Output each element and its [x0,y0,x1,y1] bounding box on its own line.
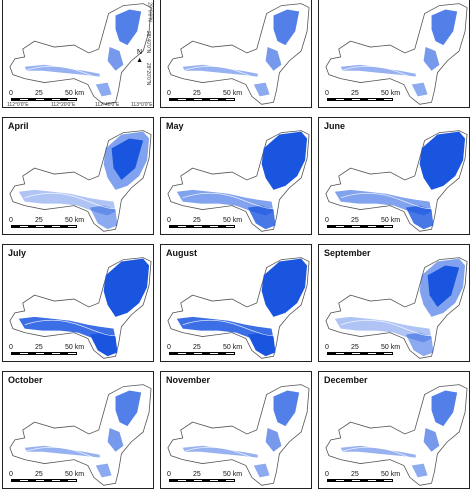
scale-tick-25: 25 [351,90,359,97]
scale-tick-25: 25 [351,471,359,478]
scale-tick-0: 0 [9,471,13,478]
scale-bar: 0 25 50 km [167,344,257,358]
scale-bar: 0 25 50 km [167,217,257,231]
scale-bar: 0 25 50 km [9,344,99,358]
scale-tick-25: 25 [35,90,43,97]
scale-tick-0: 0 [167,90,171,97]
scale-tick-50: 50 km [381,217,401,224]
scale-tick-0: 0 [9,90,13,97]
lake-map [325,3,468,105]
month-label: May [166,121,184,131]
lake-map [167,384,310,486]
map-panel: 0 25 50 km [318,0,470,108]
longitude-label: 113°0'0"E [131,102,153,108]
lake-map [9,130,152,232]
scale-bar: 0 25 50 km [167,471,257,485]
longitude-label: 112°20'0"E [51,102,76,108]
scale-bar: 0 25 50 km [325,471,415,485]
map-panel: 0 25 50 km 112°0'0"E 112°20'0"E 112°40'0… [2,0,154,108]
lake-map [9,3,152,105]
map-panel: April 0 25 50 km [2,117,154,235]
scale-tick-25: 25 [193,471,201,478]
scale-tick-0: 0 [325,471,329,478]
month-label: April [8,121,29,131]
map-panel: December 0 25 50 km [318,371,470,489]
scale-tick-0: 0 [167,217,171,224]
month-label: June [324,121,346,131]
scale-bar: 0 25 50 km [9,471,99,485]
lake-map [9,257,152,359]
scale-tick-25: 25 [35,344,43,351]
scale-bar: 0 25 50 km [9,90,99,104]
scale-tick-25: 25 [193,90,201,97]
scale-tick-25: 25 [351,344,359,351]
map-panel: August 0 25 50 km [160,244,312,362]
longitude-label: 112°40'0"E [95,102,120,108]
scale-tick-0: 0 [325,217,329,224]
longitude-label: 112°0'0"E [7,102,29,108]
scale-tick-0: 0 [167,344,171,351]
lake-map [167,3,310,105]
scale-tick-50: 50 km [223,217,243,224]
scale-bar: 0 25 50 km [325,217,415,231]
scale-tick-0: 0 [325,90,329,97]
map-panel: October 0 25 50 km [2,371,154,489]
scale-tick-50: 50 km [381,90,401,97]
scale-tick-25: 25 [193,217,201,224]
north-arrow-icon: ▲ [136,57,143,64]
map-panel: July 0 25 50 km [2,244,154,362]
scale-bar: 0 25 50 km [9,217,99,231]
lake-map [9,384,152,486]
scale-tick-25: 25 [35,471,43,478]
scale-tick-0: 0 [325,344,329,351]
lake-map [167,257,310,359]
map-panel: September 0 25 50 km [318,244,470,362]
scale-bar: 0 25 50 km [325,90,415,104]
scale-tick-50: 50 km [223,90,243,97]
map-panel: November 0 25 50 km [160,371,312,489]
lake-map [167,130,310,232]
map-panel: 0 25 50 km [160,0,312,108]
north-label: N [136,49,142,56]
month-label: October [8,375,43,385]
map-panel: May 0 25 50 km [160,117,312,235]
month-label: August [166,248,197,258]
latitude-label: 29°0'0"N [146,2,153,22]
lake-map [325,384,468,486]
scale-tick-50: 50 km [223,344,243,351]
scale-tick-0: 0 [9,217,13,224]
scale-tick-50: 50 km [223,471,243,478]
scale-bar: 0 25 50 km [167,90,257,104]
map-panel: June 0 25 50 km [318,117,470,235]
scale-tick-0: 0 [9,344,13,351]
latitude-label: 28°40'0"N [144,30,151,54]
scale-tick-50: 50 km [65,90,85,97]
scale-tick-25: 25 [35,217,43,224]
month-label: December [324,375,368,385]
scale-tick-50: 50 km [65,344,85,351]
latitude-label: 28°20'0"N [144,62,151,86]
scale-tick-50: 50 km [381,344,401,351]
month-label: September [324,248,371,258]
scale-tick-50: 50 km [381,471,401,478]
scale-tick-25: 25 [193,344,201,351]
scale-tick-25: 25 [351,217,359,224]
scale-bar: 0 25 50 km [325,344,415,358]
scale-tick-50: 50 km [65,217,85,224]
month-label: July [8,248,27,258]
scale-tick-0: 0 [167,471,171,478]
scale-tick-50: 50 km [65,471,85,478]
lake-map [325,257,468,359]
lake-map [325,130,468,232]
month-label: November [166,375,211,385]
